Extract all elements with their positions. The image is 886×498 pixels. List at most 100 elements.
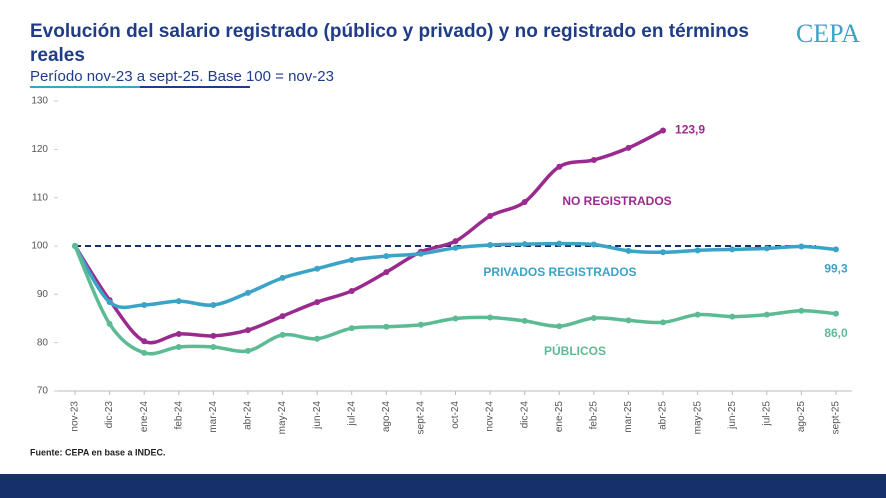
data-point [210,301,217,308]
x-tick-label: jun-24 [312,401,323,430]
x-tick-label: ene-24 [139,401,150,433]
data-point [729,246,736,253]
x-tick-label: nov-23 [70,401,81,432]
footer-bar [0,474,886,498]
data-point [833,246,839,253]
data-point [279,313,286,320]
data-point [383,323,390,330]
x-tick-label: ago-25 [796,401,807,433]
data-point [175,330,182,337]
data-point [625,247,632,254]
data-point [244,327,251,334]
data-point [141,338,148,345]
y-tick-label: 70 [37,386,49,397]
source: Fuente: CEPA en base a INDEC. [30,447,166,457]
x-tick-label: oct-24 [450,401,461,429]
y-tick-label: 110 [32,192,48,203]
data-point [210,344,217,351]
x-tick-label: sept-24 [416,401,427,435]
x-tick-label: nov-24 [485,401,496,432]
data-point [141,301,148,308]
data-point [660,127,667,134]
data-point [590,315,597,322]
data-point [314,265,321,272]
data-point [521,317,528,324]
data-point [798,243,805,250]
data-point [798,307,805,314]
data-point [314,299,321,306]
x-tick-label: abr-25 [658,401,669,430]
data-point [521,199,528,206]
chart-subtitle: Período nov-23 a sept-25. Base 100 = nov… [30,68,334,85]
data-point [833,310,839,317]
x-tick-label: ago-24 [381,401,392,433]
data-point [590,156,597,163]
x-tick-label: jul-25 [761,401,772,427]
data-point [279,331,286,338]
data-point [556,240,563,247]
data-point [694,311,701,318]
series-label: PÚBLICOS [544,343,606,358]
x-tick-label: feb-24 [173,401,184,430]
data-point [348,325,355,332]
data-point [348,287,355,294]
data-point [279,274,286,281]
x-tick-label: may-25 [692,401,703,435]
value-label: 99,3 [824,262,848,276]
data-point [72,243,78,249]
x-tick-label: may-24 [277,401,288,435]
data-point [244,347,251,354]
x-tick-label: dic-23 [104,401,115,429]
data-point [487,213,494,220]
data-point [175,298,182,305]
series-label: PRIVADOS REGISTRADOS [483,265,636,279]
data-point [625,317,632,324]
x-tick-label: jul-24 [346,401,357,427]
logo: CEPA [796,19,860,48]
data-point [763,311,770,318]
data-point [417,321,424,328]
data-point [175,344,182,351]
data-point [590,241,597,248]
data-point [729,313,736,320]
x-tick-label: dic-24 [519,401,530,429]
data-point [244,289,251,296]
series-line [73,128,664,345]
data-point [417,250,424,257]
y-tick-label: 80 [37,337,49,348]
x-tick-label: jun-25 [727,401,738,430]
data-point [694,247,701,254]
data-point [210,332,217,339]
series-label: NO REGISTRADOS [562,194,671,208]
value-label: 123,9 [675,123,705,137]
data-point [452,315,459,322]
x-tick-label: feb-25 [589,401,600,430]
data-point [487,242,494,249]
series-line [73,245,837,356]
data-point [556,163,563,170]
data-point [141,349,148,356]
data-point [487,314,494,321]
data-point [763,245,770,252]
data-point [660,249,667,256]
y-tick-label: 120 [31,144,48,155]
chart-title: Evolución del salario registrado (públic… [30,21,749,66]
data-point [556,323,563,330]
data-point [521,241,528,248]
data-point [660,319,667,326]
x-tick-label: mar-25 [623,401,634,433]
value-label: 86,0 [824,326,848,340]
x-tick-label: sept-25 [831,401,842,435]
series-line [73,241,837,310]
data-point [383,269,390,276]
y-tick-label: 90 [37,289,49,300]
y-tick-label: 100 [31,241,48,252]
data-point [383,253,390,260]
data-point [452,238,459,245]
data-point [625,144,632,151]
data-point [106,320,113,327]
data-point [348,257,355,264]
data-point [106,299,113,306]
x-tick-label: abr-24 [243,401,254,430]
